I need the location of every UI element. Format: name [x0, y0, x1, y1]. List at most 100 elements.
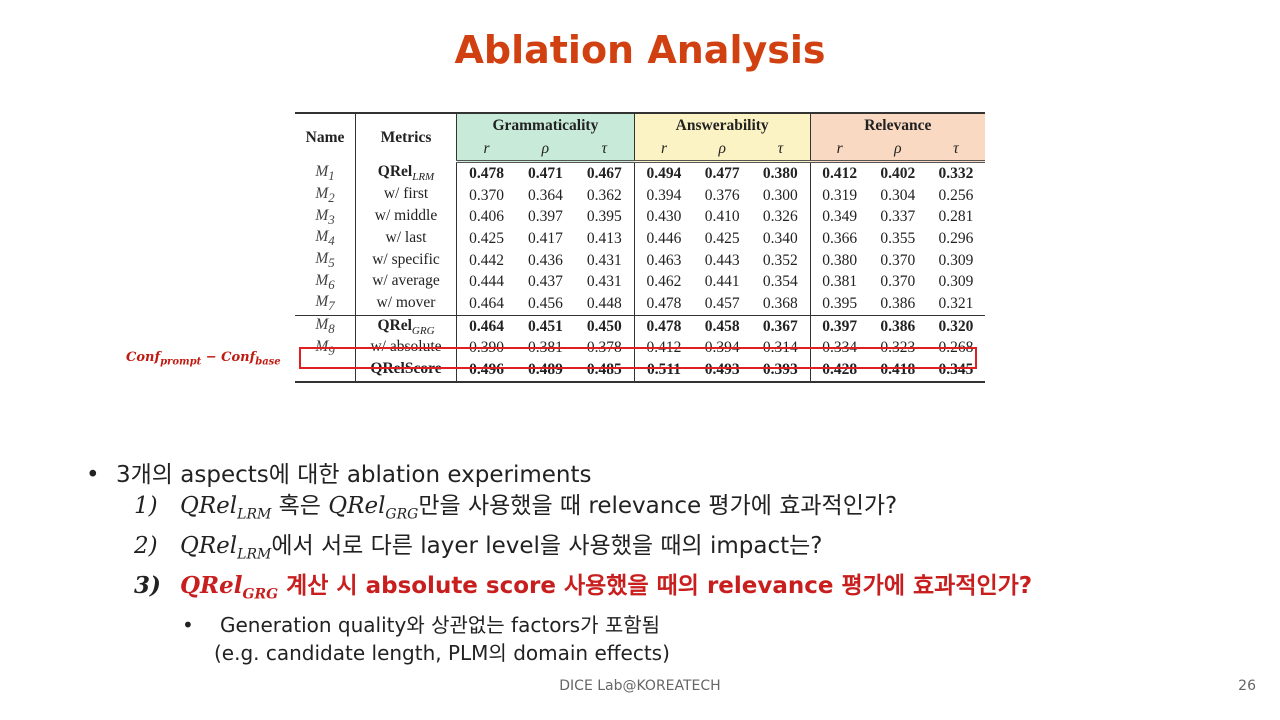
- table-cell: 0.304: [880, 186, 916, 204]
- table-cell: 0.485: [574, 359, 635, 383]
- sub-bullet-continuation: (e.g. candidate length, PLM의 domain effe…: [214, 640, 670, 665]
- sub-bullet: • Generation quality와 상관없는 factors가 포함됨: [182, 612, 661, 637]
- row-name: M1: [315, 162, 335, 183]
- row-name: M2: [315, 184, 335, 206]
- row-metric: QRelLRM: [355, 161, 457, 185]
- table-cell: 0.319: [809, 184, 869, 207]
- table-cell: 0.368: [762, 294, 798, 312]
- list-item: 1) QRelLRM 혹은 QRelGRG만을 사용했을 때 relevance…: [134, 493, 898, 523]
- sub-header: τ: [574, 138, 635, 163]
- table-row: M5 w/ specific 0.442 0.436 0.431 0.463 0.443 0.…: [295, 249, 985, 272]
- col-metrics-header: Metrics: [355, 113, 457, 162]
- table-cell: 0.451: [516, 314, 575, 338]
- table-cell: 0.464: [456, 314, 517, 338]
- sub-header: r: [809, 138, 869, 163]
- table-cell: 0.337: [880, 208, 916, 226]
- conf-label: Confprompt − Confbase: [126, 350, 281, 368]
- sub-header: r: [633, 138, 694, 163]
- table-cell: 0.340: [762, 229, 798, 247]
- table-cell: 0.326: [762, 208, 798, 226]
- table-cell: 0.386: [880, 294, 916, 312]
- table-row: M3 w/ middle 0.406 0.397 0.395 0.430 0.410 0.32…: [295, 206, 985, 229]
- table-cell: 0.444: [456, 271, 517, 294]
- table-cell: 0.457: [704, 294, 740, 312]
- table-cell: 0.397: [809, 314, 869, 338]
- row-metric: QRelGRG: [355, 314, 457, 338]
- table-cell: 0.478: [633, 293, 694, 316]
- table-cell: 0.397: [527, 208, 563, 226]
- row-metric: w/ middle: [355, 206, 457, 229]
- table-cell: 0.413: [586, 229, 622, 247]
- table-cell: 0.443: [704, 251, 740, 269]
- table-cell: 0.410: [704, 208, 740, 226]
- table-cell: 0.431: [586, 273, 622, 291]
- table-cell: 0.367: [751, 314, 811, 338]
- row-name: M4: [315, 228, 335, 249]
- table-cell: 0.442: [456, 249, 517, 272]
- table-cell: 0.471: [527, 164, 563, 182]
- table-cell: 0.380: [809, 249, 869, 272]
- table-cell: 0.446: [633, 228, 694, 250]
- table-row: M7 w/ mover 0.464 0.456 0.448 0.478 0.457 0.368…: [295, 293, 985, 316]
- grammaticality-header: Grammaticality: [456, 113, 635, 138]
- table-cell: 0.436: [527, 251, 563, 269]
- sub-header: ρ: [868, 138, 927, 163]
- table-cell: 0.370: [456, 184, 517, 207]
- row-metric: w/ first: [355, 184, 457, 207]
- table-cell: 0.355: [880, 229, 916, 247]
- table-cell: 0.364: [527, 186, 563, 204]
- table-row: M1 QRelLRM 0.478 0.471 0.467 0.494 0.477 0.380 0…: [295, 161, 985, 185]
- table-cell: 0.458: [693, 314, 752, 338]
- table-cell: 0.425: [704, 229, 740, 247]
- table-cell: 0.412: [809, 161, 869, 185]
- table-cell: 0.448: [586, 294, 622, 312]
- table-cell: 0.441: [704, 273, 740, 291]
- list-item-highlighted: 3) QRelGRG 계산 시 absolute score 사용했을 때의 r…: [134, 572, 1033, 603]
- table-cell: 0.349: [809, 206, 869, 229]
- table-cell: 0.309: [938, 273, 974, 291]
- table-cell: 0.393: [751, 359, 811, 383]
- relevance-header: Relevance: [809, 113, 985, 138]
- sub-header: ρ: [516, 138, 575, 163]
- table-row: M6 w/ average 0.444 0.437 0.431 0.462 0.441 0.3…: [295, 271, 985, 294]
- row-name: M8: [295, 314, 356, 338]
- slide-title: Ablation Analysis: [454, 28, 826, 72]
- row-metric: w/ average: [355, 271, 457, 294]
- table-cell: 0.478: [456, 161, 517, 185]
- table-cell: 0.402: [880, 164, 916, 182]
- table-cell: 0.417: [527, 229, 563, 247]
- table-cell: 0.494: [633, 161, 694, 185]
- table-cell: 0.428: [809, 359, 869, 383]
- table-row: QRelScore 0.496 0.489 0.485 0.511 0.493 0.393 0…: [295, 359, 985, 383]
- sub-header: τ: [926, 138, 985, 163]
- table-cell: 0.450: [574, 314, 635, 338]
- table-cell: 0.394: [633, 184, 694, 207]
- table-cell: 0.477: [704, 164, 740, 182]
- col-name-header: Name: [305, 128, 345, 146]
- table-cell: 0.431: [586, 251, 622, 269]
- table-cell: 0.381: [809, 271, 869, 294]
- bullet-dot-icon: •: [86, 462, 100, 488]
- table-cell: 0.309: [938, 251, 974, 269]
- row-name: M7: [315, 293, 335, 314]
- row-name: M5: [315, 250, 335, 271]
- page-number: 26: [1238, 678, 1256, 694]
- table-cell: 0.425: [456, 228, 517, 250]
- table-cell: 0.478: [633, 314, 694, 338]
- row-name: M9: [315, 337, 335, 358]
- table-cell: 0.281: [938, 208, 974, 226]
- table-cell: 0.463: [633, 249, 694, 272]
- table-cell: 0.496: [456, 359, 517, 383]
- main-bullet: • 3개의 aspects에 대한 ablation experiments: [86, 460, 1032, 491]
- row-metric: w/ last: [355, 228, 457, 250]
- sub-header: ρ: [693, 138, 752, 163]
- table-cell: 0.366: [809, 228, 869, 250]
- table-cell: 0.437: [527, 273, 563, 291]
- table-cell: 0.321: [938, 294, 974, 312]
- table-cell: 0.489: [516, 359, 575, 383]
- highlight-box: [299, 347, 977, 369]
- row-metric: w/ specific: [355, 249, 457, 272]
- table-cell: 0.332: [938, 164, 974, 182]
- sub-header: τ: [751, 138, 811, 163]
- sub-header: r: [456, 138, 517, 163]
